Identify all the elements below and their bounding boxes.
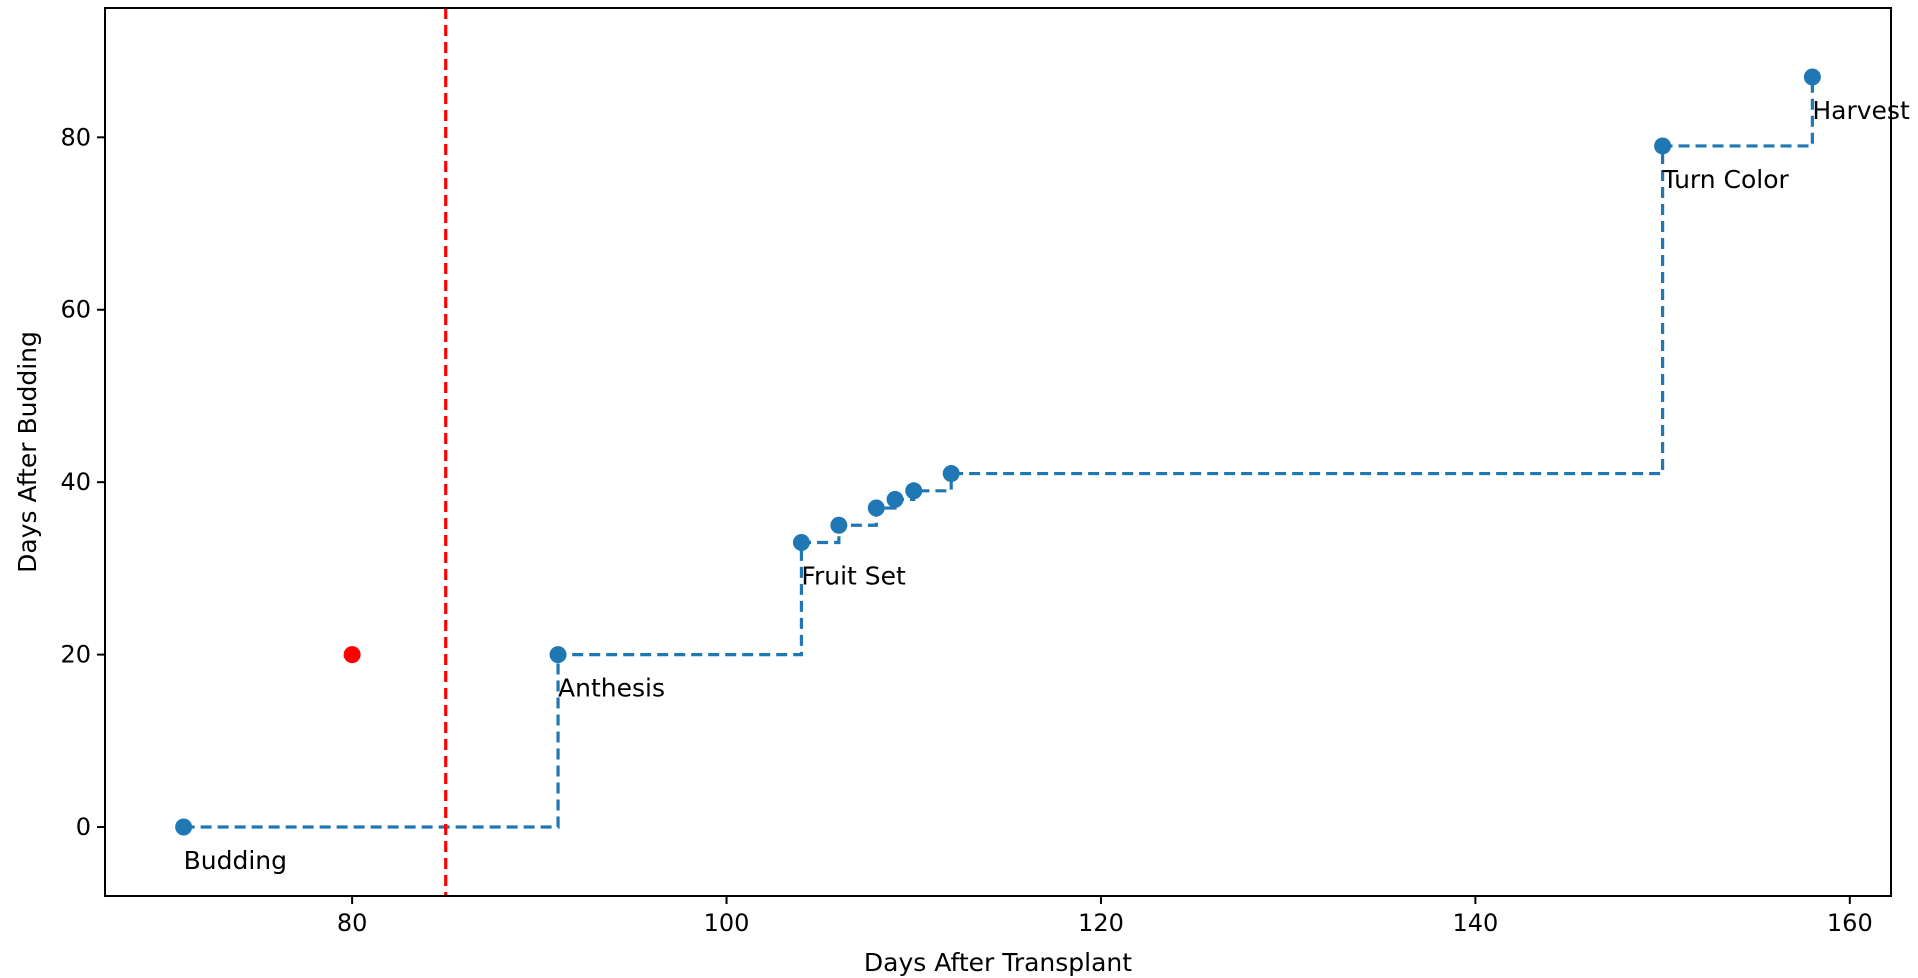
stage-label-8: Turn Color <box>1662 165 1790 194</box>
data-point-1 <box>549 646 567 664</box>
stage-label-0: Budding <box>184 846 287 875</box>
data-point-6 <box>905 482 923 500</box>
data-point-9 <box>1803 68 1821 86</box>
stage-labels: Budding Anthesis Fruit Set Turn Color Harves… <box>184 96 1910 875</box>
data-point-7 <box>942 465 960 483</box>
stage-label-1: Anthesis <box>558 674 665 703</box>
x-tick-label-4: 160 <box>1827 909 1873 937</box>
y-tick-label-0: 0 <box>76 813 91 841</box>
data-point-2 <box>792 534 810 552</box>
data-point-0 <box>175 818 193 836</box>
y-tick-label-2: 40 <box>60 468 91 496</box>
x-tick-label-0: 80 <box>337 909 368 937</box>
x-axis-title: Days After Transplant <box>864 948 1132 977</box>
x-tick-label-3: 140 <box>1452 909 1498 937</box>
series-layer <box>183 8 1814 896</box>
y-tick-label-3: 60 <box>60 296 91 324</box>
stage-label-9: Harvest <box>1812 96 1910 125</box>
x-axis-ticks: 80 100 120 140 160 <box>337 896 1873 937</box>
points-layer <box>175 68 1821 836</box>
series-line-0 <box>183 76 1814 829</box>
plot-background <box>105 8 1891 896</box>
stage-label-2: Fruit Set <box>801 562 906 591</box>
plot-frame <box>104 7 1892 897</box>
y-axis-title: Days After Budding <box>13 331 42 573</box>
y-tick-label-4: 80 <box>60 123 91 151</box>
y-axis-ticks: 0 20 40 60 80 <box>60 123 105 841</box>
data-point-3 <box>830 516 848 534</box>
x-tick-label-1: 100 <box>704 909 750 937</box>
data-point-4 <box>867 499 885 517</box>
data-point-8 <box>1654 137 1672 155</box>
x-tick-label-2: 120 <box>1078 909 1124 937</box>
highlight-point <box>343 646 361 664</box>
y-tick-label-1: 20 <box>60 641 91 669</box>
data-point-5 <box>886 490 904 508</box>
